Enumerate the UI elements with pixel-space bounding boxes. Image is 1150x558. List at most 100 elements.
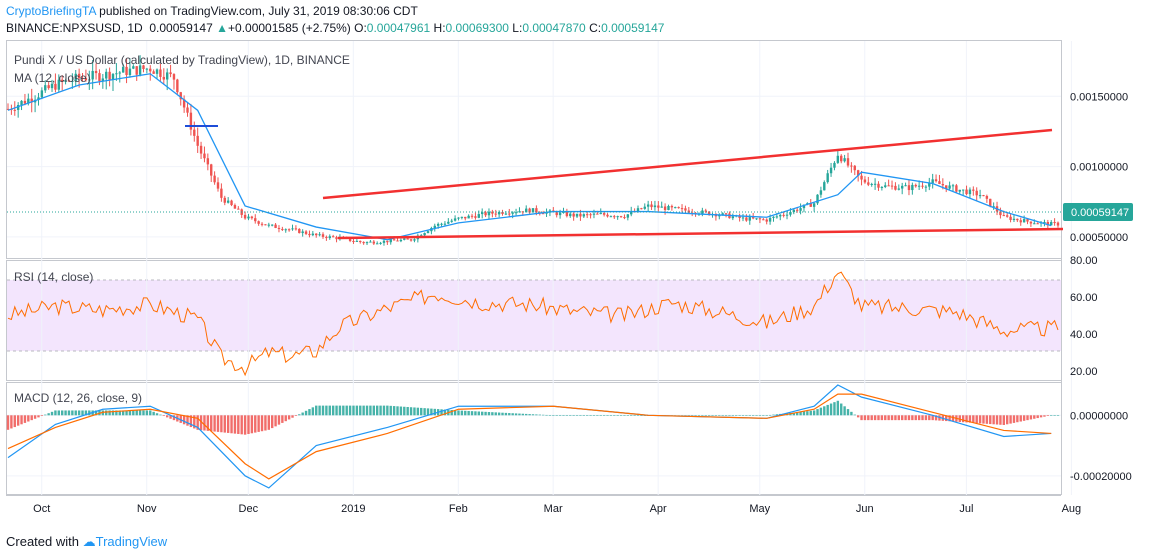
macd-histogram-bar [829,403,833,416]
candle-body [335,237,338,240]
macd-histogram-bar [149,410,152,416]
macd-histogram-bar [795,412,799,416]
macd-histogram-bar [304,410,308,416]
candle-body [355,240,359,242]
macd-histogram-bar [1012,415,1016,423]
candle-body [982,195,985,197]
candle-body [643,206,646,209]
macd-histogram-bar [609,415,613,416]
candle-body [850,165,853,167]
macd-histogram-bar [1056,415,1060,416]
macd-histogram-bar [1033,415,1036,419]
candle-body [88,79,91,81]
price-pane[interactable] [6,40,1062,259]
candle-body [67,80,71,82]
macd-histogram-bar [213,415,216,432]
macd-histogram-bar [694,415,697,416]
macd-histogram-bar [179,415,182,423]
macd-histogram-bar [562,415,565,416]
macd-histogram-bar [863,415,867,421]
candle-body [447,221,450,224]
candle-body [511,212,514,214]
candle-body [504,213,508,215]
macd-histogram-bar [121,410,125,416]
macd-histogram-bar [135,410,138,416]
macd-histogram-bar [379,405,382,416]
macd-histogram-bar [589,415,592,416]
macd-histogram-bar [707,415,711,416]
macd-histogram-bar [501,412,504,416]
candle-body [856,170,860,176]
rsi-tick-label: 80.00 [1070,255,1098,267]
candle-body [548,210,552,212]
candle-body [745,217,748,221]
macd-histogram-bar [13,415,16,428]
macd-histogram-bar [975,415,978,424]
candle-body [135,66,138,75]
macd-histogram-bar [247,415,250,434]
candle-body [707,211,711,215]
macd-histogram-bar [281,415,284,423]
candle-body [125,66,128,76]
macd-histogram-bar [487,412,491,416]
macd-histogram-bar [978,415,982,424]
macd-histogram-bar [467,410,470,416]
macd-histogram-bar [989,415,992,425]
author-link[interactable]: CryptoBriefingTA [6,4,96,18]
tradingview-brand[interactable]: TradingView [95,534,168,549]
macd-histogram-bar [572,415,575,416]
macd-histogram-bar [1046,415,1050,416]
candle-body [284,229,287,231]
macd-histogram-bar [406,406,409,416]
macd-histogram-bar [223,415,226,433]
macd-pane[interactable] [6,382,1062,495]
upper-trendline [322,128,1053,200]
close-value: 0.00059147 [601,21,665,35]
candle-body [84,78,88,81]
macd-histogram-bar [47,413,50,416]
macd-histogram-bar [125,410,128,416]
candle-body [457,217,460,219]
macd-histogram-bar [81,410,84,416]
candle-body [599,213,602,215]
candle-body [809,203,812,207]
candle-body [833,162,836,168]
candle-body [1043,221,1046,223]
candle-body [525,208,528,213]
macd-histogram-bar [88,410,91,416]
candle-body [281,228,284,230]
candle-body [477,214,481,218]
candle-body [44,85,47,91]
candle-body [762,219,765,221]
candle-body [531,208,535,213]
macd-histogram-bar [169,415,172,419]
price-tick-label: 0.00100000 [1070,162,1128,174]
candle-body [660,206,663,208]
macd-histogram-bar [846,409,850,416]
candle-body [572,213,575,217]
macd-histogram-bar [301,412,304,416]
macd-histogram-bar [887,415,890,421]
macd-histogram-bar [145,410,149,416]
macd-histogram-bar [260,415,264,432]
macd-histogram-bar [907,415,911,421]
high-label: H: [433,21,446,35]
macd-histogram-bar [396,406,399,416]
macd-histogram-bar [386,405,389,416]
candle-body [785,214,789,216]
price-tick-label: 0.00050000 [1070,232,1128,244]
macd-histogram-bar [934,415,938,421]
candle-body [575,213,579,217]
macd-histogram-bar [94,410,98,416]
macd-histogram-bar [457,410,460,416]
macd-tick-label: -0.00020000 [1070,471,1132,483]
macd-histogram-bar [911,415,914,421]
macd-histogram-bar [525,413,528,416]
macd-histogram-bar [270,415,274,429]
signal-line [7,393,1052,480]
candle-body [917,185,921,187]
candle-body [243,214,247,219]
macd-histogram-bar [115,410,118,416]
candle-body [1053,222,1056,224]
